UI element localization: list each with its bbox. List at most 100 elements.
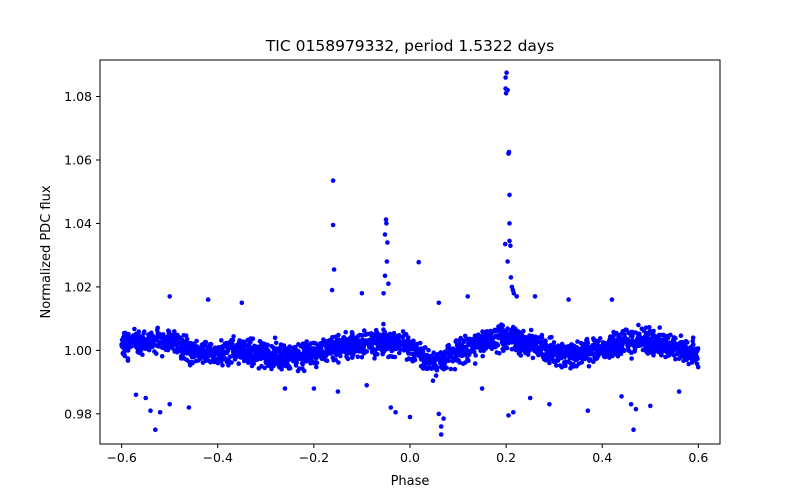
data-point <box>609 297 615 302</box>
data-point <box>523 347 529 352</box>
data-point <box>643 330 649 336</box>
data-point <box>508 329 513 335</box>
data-point <box>265 353 271 359</box>
data-point <box>512 335 518 341</box>
data-point <box>666 341 672 346</box>
data-point <box>157 340 163 346</box>
data-point <box>210 357 216 363</box>
data-point <box>328 351 334 356</box>
data-point <box>153 427 158 433</box>
data-point <box>512 328 518 334</box>
data-point <box>668 332 673 338</box>
data-point <box>671 353 677 358</box>
data-point <box>584 337 589 343</box>
data-point <box>330 335 335 340</box>
data-point <box>501 348 506 354</box>
data-point <box>260 350 265 355</box>
data-point <box>339 349 345 355</box>
data-point <box>614 346 619 351</box>
data-point <box>503 91 509 96</box>
data-point <box>122 353 128 359</box>
data-point <box>431 350 437 356</box>
data-point <box>321 337 326 342</box>
data-point <box>426 347 431 353</box>
data-point <box>382 273 388 279</box>
data-point <box>361 339 366 345</box>
data-point <box>509 346 515 352</box>
data-point <box>563 351 568 356</box>
data-point <box>610 353 615 359</box>
data-point <box>384 221 389 226</box>
data-point <box>170 341 175 347</box>
data-point <box>277 354 282 360</box>
data-point <box>593 343 598 348</box>
data-point <box>637 341 642 346</box>
data-point <box>178 354 184 359</box>
data-point <box>544 355 549 361</box>
data-point <box>345 344 350 350</box>
data-point <box>689 360 695 365</box>
data-point <box>146 347 152 353</box>
data-point <box>547 360 552 366</box>
data-point <box>647 325 652 330</box>
data-point <box>173 342 179 348</box>
chart-title: TIC 0158979332, period 1.5322 days <box>265 37 554 55</box>
y-axis-label: Normalized PDC flux <box>39 185 54 318</box>
data-point <box>360 343 366 349</box>
data-point <box>422 359 427 365</box>
data-point <box>264 349 269 355</box>
data-point <box>272 335 278 341</box>
data-point <box>656 341 661 347</box>
data-point <box>343 329 349 335</box>
data-point <box>383 217 389 222</box>
data-point <box>392 354 398 360</box>
data-point <box>305 351 311 357</box>
data-point <box>504 340 510 345</box>
data-point <box>358 349 364 354</box>
data-point <box>388 342 394 348</box>
data-point <box>431 359 437 365</box>
data-point <box>242 348 248 353</box>
data-point <box>441 416 446 421</box>
data-point <box>639 336 645 341</box>
data-point <box>161 343 167 349</box>
data-point <box>459 350 465 355</box>
data-point <box>562 345 567 350</box>
data-point <box>182 342 188 347</box>
data-point <box>460 345 466 350</box>
data-point <box>122 330 128 336</box>
data-point <box>480 339 486 345</box>
data-point <box>433 373 439 378</box>
data-point <box>167 402 172 407</box>
data-point <box>566 297 571 302</box>
data-point <box>125 358 131 363</box>
data-point <box>382 232 388 237</box>
data-point <box>129 340 135 346</box>
data-point <box>200 360 206 365</box>
data-point <box>282 386 288 391</box>
data-point <box>506 149 512 155</box>
data-point <box>369 342 374 347</box>
data-point <box>461 339 467 345</box>
data-point <box>434 356 440 361</box>
data-point <box>519 348 524 353</box>
data-point <box>183 347 189 353</box>
data-point <box>231 334 236 339</box>
data-point <box>239 300 245 306</box>
data-point <box>132 326 137 332</box>
data-point <box>121 339 126 344</box>
data-point <box>248 336 253 341</box>
data-point <box>187 344 192 350</box>
data-point <box>327 338 332 343</box>
data-point <box>320 342 326 348</box>
data-point <box>591 337 597 343</box>
y-tick-label: 1.00 <box>64 343 92 358</box>
data-point <box>236 361 241 367</box>
data-point <box>294 360 300 365</box>
data-point <box>622 348 627 353</box>
x-axis-label: Phase <box>391 474 430 489</box>
data-point <box>416 259 422 265</box>
data-point <box>359 333 365 338</box>
data-point <box>336 360 341 365</box>
